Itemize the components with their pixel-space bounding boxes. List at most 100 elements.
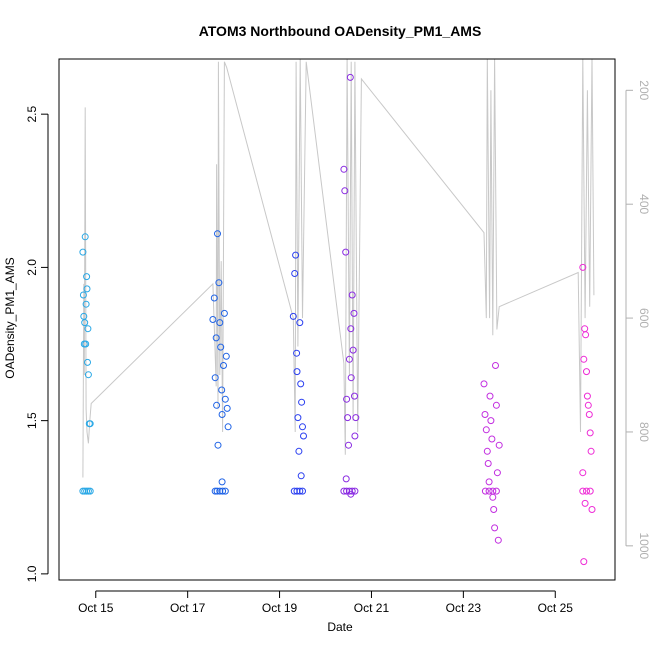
data-point [584, 401, 592, 409]
data-point [214, 230, 221, 238]
data-point [489, 493, 497, 501]
data-point [485, 487, 493, 495]
data-point [298, 398, 306, 406]
data-point [209, 316, 217, 323]
data-point [83, 285, 91, 293]
data-point [345, 441, 352, 449]
data-point [492, 401, 500, 409]
data-point [293, 349, 301, 357]
data-point [79, 248, 87, 256]
right-tick-label: 200 [637, 80, 650, 100]
data-point [352, 414, 360, 422]
data-point [481, 487, 489, 495]
data-point [583, 368, 590, 376]
data-point [296, 487, 304, 495]
data-point [486, 392, 494, 400]
right-tick-label: 600 [637, 308, 650, 328]
data-point [581, 499, 589, 507]
data-point [586, 429, 594, 437]
plot-frame [58, 58, 616, 581]
y-tick-label: 1.0 [25, 565, 39, 582]
data-point [84, 325, 92, 333]
data-point [482, 426, 490, 434]
data-point [495, 441, 503, 449]
data-point [299, 423, 306, 431]
data-point [587, 447, 595, 455]
data-point [490, 506, 498, 513]
data-point [349, 346, 357, 354]
data-point [489, 487, 497, 495]
x-tick-label: Oct 25 [538, 601, 574, 615]
y-axis-left: 1.0 1.5 2.0 2.5 [25, 106, 49, 582]
right-tick-label: 400 [637, 194, 650, 214]
right-tick-label: 1000 [637, 532, 650, 559]
x-axis-title: Date [327, 620, 353, 634]
series-1 [79, 233, 94, 495]
data-point [586, 487, 594, 495]
data-point [86, 487, 94, 495]
data-point [220, 362, 227, 369]
data-point [491, 524, 499, 532]
data-point [292, 251, 300, 259]
data-point [218, 478, 226, 486]
data-point [585, 411, 593, 418]
data-point [220, 309, 228, 317]
data-point [215, 279, 223, 287]
data-point [492, 362, 499, 369]
data-point [346, 73, 354, 81]
series-5 [480, 362, 503, 544]
data-points-layer [79, 73, 596, 566]
series-4 [340, 73, 360, 498]
data-point [224, 423, 232, 431]
data-point [580, 558, 588, 566]
data-point [214, 441, 222, 449]
data-point [579, 469, 587, 477]
data-point [83, 273, 91, 281]
data-point [344, 414, 352, 422]
data-point [483, 447, 491, 455]
data-point [492, 487, 500, 495]
series-2 [209, 230, 232, 495]
data-point [82, 300, 90, 308]
data-point [347, 374, 355, 382]
data-point [342, 475, 350, 483]
data-point [488, 435, 496, 443]
y-axis-right: 200 400 600 800 1000 [625, 80, 650, 560]
data-point [579, 487, 587, 495]
data-point [581, 325, 589, 333]
data-point [295, 447, 303, 455]
data-point [81, 233, 89, 241]
right-tick-label: 800 [637, 422, 650, 442]
data-point [588, 506, 596, 513]
data-point [221, 395, 229, 403]
data-point [217, 343, 225, 351]
data-point [345, 355, 353, 363]
data-point [493, 469, 501, 477]
data-point [291, 270, 299, 277]
data-point [297, 472, 305, 480]
data-point [582, 331, 590, 339]
data-point [222, 352, 230, 360]
data-point [579, 263, 587, 271]
data-point [219, 487, 227, 495]
data-point [79, 291, 87, 299]
data-point [580, 355, 588, 363]
data-point [212, 334, 220, 342]
data-point [289, 312, 297, 320]
data-point [347, 325, 355, 333]
y-tick-label: 1.5 [25, 412, 39, 429]
data-point [299, 487, 306, 495]
data-point [223, 404, 231, 412]
data-point [480, 380, 488, 388]
data-point [481, 411, 489, 418]
data-point [583, 487, 590, 495]
y-axis-title: OADensity_PM1_AMS [3, 257, 17, 378]
data-point [341, 187, 349, 195]
data-point [296, 319, 304, 327]
data-point [86, 420, 94, 428]
y-tick-label: 2.0 [25, 259, 39, 276]
data-point [293, 368, 301, 376]
data-point [216, 319, 224, 327]
data-point [348, 291, 356, 299]
